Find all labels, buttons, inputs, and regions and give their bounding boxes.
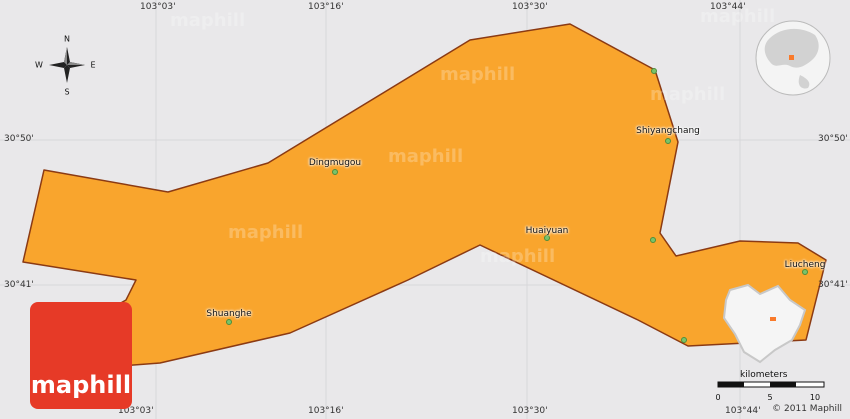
- place-dot[interactable]: [650, 237, 656, 243]
- place-label-shuanghe[interactable]: Shuanghe: [206, 309, 252, 319]
- globe-locator-icon: [755, 20, 831, 96]
- scale-label: kilometers: [740, 370, 788, 380]
- coord-bottom-4: 103°44': [725, 406, 761, 416]
- compass-north: N: [64, 34, 70, 44]
- county-region: [22, 23, 827, 373]
- coord-left-2: 30°41': [4, 280, 34, 290]
- coord-top-2: 103°16': [308, 2, 344, 12]
- watermark: maphill: [228, 222, 304, 243]
- compass-west: W: [35, 60, 43, 70]
- watermark: maphill: [170, 10, 246, 31]
- place-dot[interactable]: [651, 68, 657, 74]
- place-label-liucheng[interactable]: Liucheng: [784, 260, 826, 270]
- watermark: maphill: [700, 6, 776, 27]
- scale-bar: [717, 381, 825, 388]
- coord-left-1: 30°50': [4, 134, 34, 144]
- scale-tick-5: 5: [767, 393, 773, 402]
- scale-tick-0: 0: [715, 393, 721, 402]
- scale-tick-10: 10: [809, 393, 821, 402]
- coord-right-2: 30°41': [818, 280, 848, 290]
- place-label-huaiyuan[interactable]: Huaiyuan: [525, 226, 569, 236]
- watermark: maphill: [388, 146, 464, 167]
- place-label-shiyangchang[interactable]: Shiyangchang: [636, 126, 700, 136]
- coord-bottom-2: 103°16': [308, 406, 344, 416]
- place-dot[interactable]: [226, 319, 232, 325]
- place-dot[interactable]: [802, 269, 808, 275]
- coord-bottom-1: 103°03': [118, 406, 154, 416]
- coord-top-1: 103°03': [140, 2, 176, 12]
- compass-east: E: [90, 60, 96, 70]
- compass-rose-icon: [49, 47, 85, 83]
- coord-bottom-3: 103°30': [512, 406, 548, 416]
- watermark: maphill: [440, 64, 516, 85]
- place-dot[interactable]: [332, 169, 338, 175]
- compass-south: S: [64, 87, 70, 97]
- watermark: maphill: [650, 84, 726, 105]
- copyright: © 2011 Maphill: [772, 404, 842, 414]
- logo-text: maphill: [30, 371, 132, 399]
- maphill-logo[interactable]: maphill: [30, 302, 132, 409]
- coord-top-3: 103°30': [512, 2, 548, 12]
- place-dot[interactable]: [665, 138, 671, 144]
- coord-top-4: 103°44': [710, 2, 746, 12]
- place-label-dingmugou[interactable]: Dingmugou: [308, 158, 362, 168]
- province-locator-icon: [722, 283, 807, 364]
- place-dot[interactable]: [681, 337, 687, 343]
- watermark: maphill: [480, 246, 556, 267]
- place-dot[interactable]: [544, 235, 550, 241]
- coord-right-1: 30°50': [818, 134, 848, 144]
